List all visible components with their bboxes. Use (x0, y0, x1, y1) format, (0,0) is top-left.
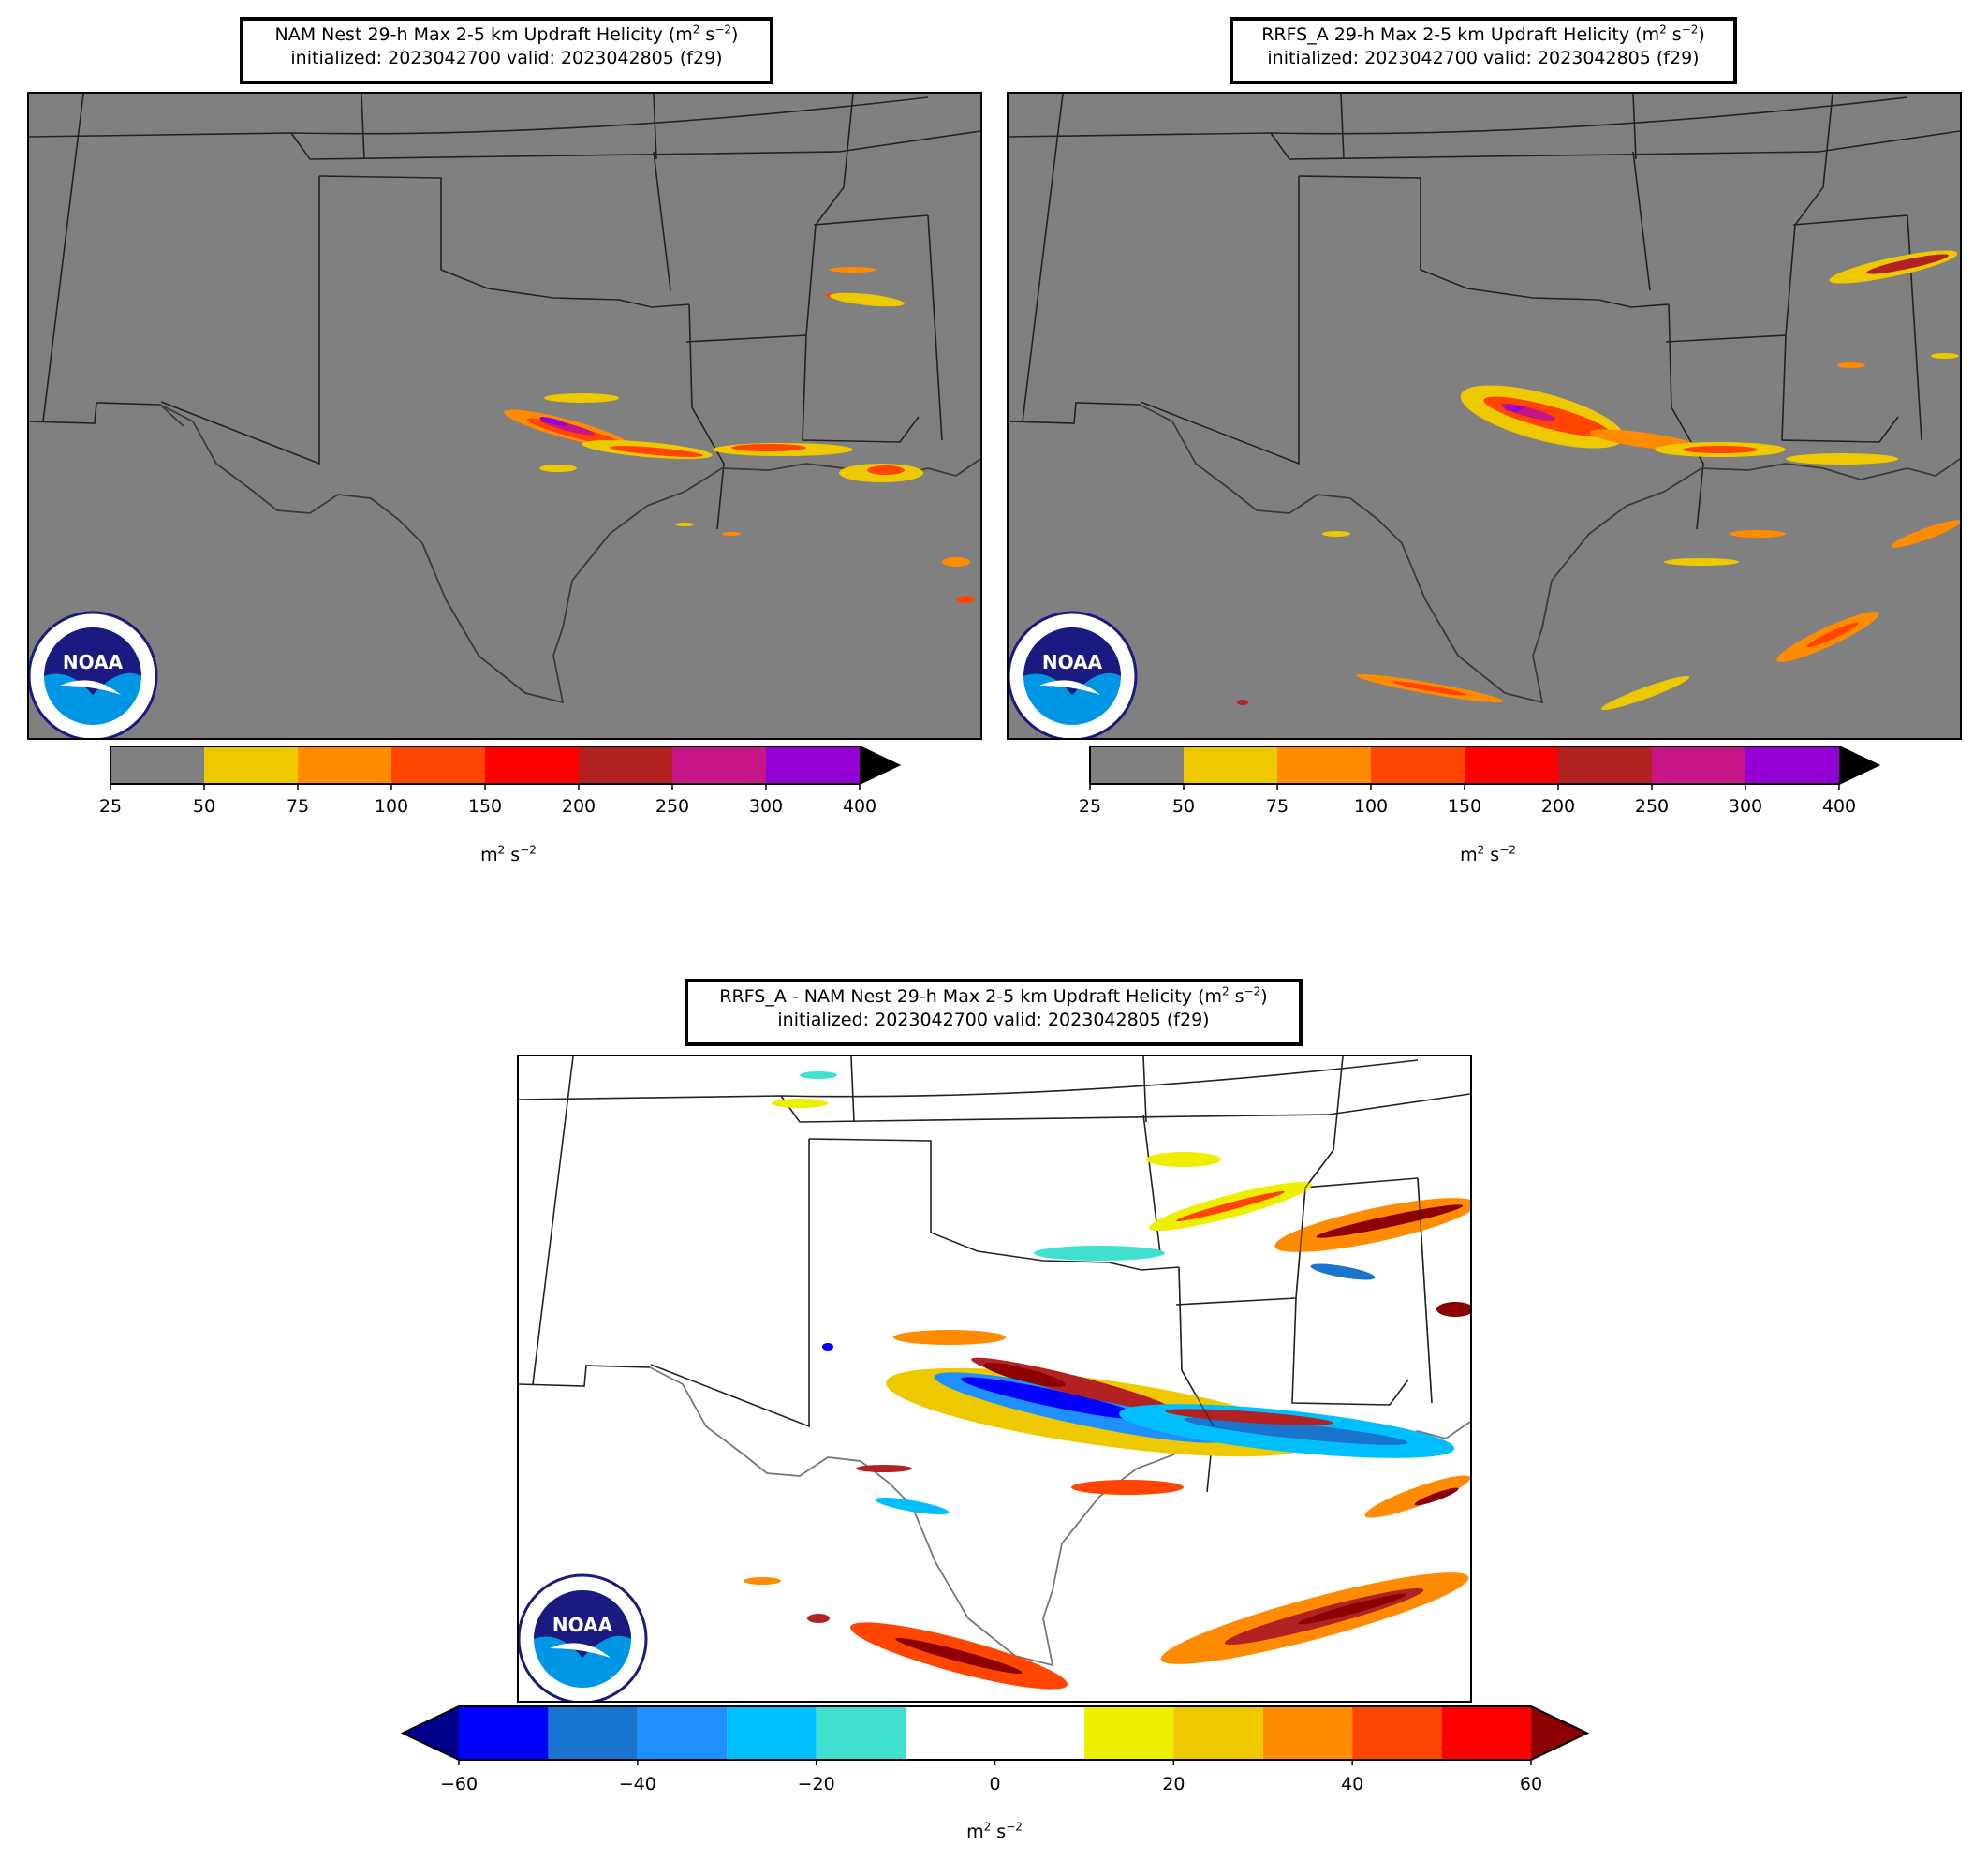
colorbar-diff-bin (994, 1706, 1084, 1760)
colorbar-diff-bin (548, 1706, 638, 1760)
colorbar-nam-bin (579, 746, 672, 784)
title-line2: initialized: 2023042700 valid: 202304280… (290, 48, 723, 68)
title-line2: initialized: 2023042700 valid: 202304280… (1267, 48, 1700, 68)
colorbar-nam-tick-label: 300 (749, 796, 783, 817)
colorbar-diff-tick-label: −20 (798, 1774, 835, 1794)
colorbar-unit-rrfs: m2 s−2 (1460, 843, 1516, 865)
colorbar-diff: −60 −40 −20 0 20 40 60 (400, 1705, 1590, 1795)
colorbar-rrfs-extend-max (1839, 746, 1878, 784)
noaa-logo-text: NOAA (63, 651, 124, 673)
colorbar-nam-tick-label: 250 (655, 796, 689, 817)
coastline (1139, 404, 1960, 704)
colorbar-rrfs-tick-label: 400 (1822, 796, 1856, 817)
map-panel-diff: NOAA (517, 1055, 1472, 1703)
colorbar-diff-bin (1441, 1706, 1531, 1760)
colorbar-rrfs-tick-label: 50 (1172, 796, 1195, 817)
colorbar-nam-tick-label: 50 (193, 796, 215, 817)
state-borders (1009, 94, 1960, 530)
colorbar-rrfs-tick-label: 100 (1354, 796, 1388, 817)
colorbar-nam-bin (672, 746, 766, 784)
colorbar-diff-extend-max (1531, 1706, 1587, 1760)
title-line1: NAM Nest 29-h Max 2-5 km Updraft Helicit… (274, 24, 693, 45)
colorbar-nam-bin (110, 746, 204, 784)
colorbar-nam-tick-label: 100 (375, 796, 408, 817)
colorbar-rrfs-bin (1745, 746, 1839, 784)
state-borders (29, 94, 980, 530)
noaa-logo: NOAA (29, 611, 158, 738)
colorbar-nam-bin (391, 746, 485, 784)
colorbar-rrfs-bin (1090, 746, 1184, 784)
colorbar-rrfs-bin (1371, 746, 1465, 784)
noaa-logo-text: NOAA (1042, 651, 1103, 673)
colorbar-rrfs: 25 50 75 100 150 200 250 300 400 (1079, 746, 1886, 831)
colorbar-rrfs-bin (1277, 746, 1371, 784)
colorbar-diff-tick-label: 60 (1520, 1774, 1542, 1794)
colorbar-rrfs-tick-label: 25 (1079, 796, 1101, 817)
colorbar-diff-bin (1262, 1706, 1353, 1760)
uh-swaths-rrfs (1237, 250, 1960, 711)
noaa-logo-text: NOAA (552, 1614, 613, 1636)
panel-title-nam: NAM Nest 29-h Max 2-5 km Updraft Helicit… (240, 17, 773, 84)
colorbar-diff-tick-label: 0 (989, 1774, 1000, 1794)
colorbar-nam-tick-label: 25 (99, 796, 122, 817)
colorbar-diff-bin (816, 1706, 906, 1760)
uh-swaths-nam (504, 267, 975, 603)
colorbar-nam-tick-label: 200 (562, 796, 596, 817)
colorbar-diff-extend-min (403, 1706, 459, 1760)
colorbar-rrfs-tick-label: 200 (1541, 796, 1575, 817)
colorbar-diff-bin (727, 1706, 817, 1760)
colorbar-diff-tick-label: −60 (440, 1774, 478, 1794)
map-rrfs-svg: NOAA (1009, 94, 1960, 738)
colorbar-nam-bin (298, 746, 391, 784)
colorbar-nam-tick-label: 150 (468, 796, 502, 817)
title-line2: initialized: 2023042700 valid: 202304280… (777, 1010, 1210, 1030)
colorbar-diff-tick-label: 20 (1162, 1774, 1185, 1794)
colorbar-diff-bin (1083, 1706, 1174, 1760)
uh-difference-field (744, 1071, 1470, 1690)
map-nam-svg: NOAA (29, 94, 980, 738)
colorbar-nam: 25 50 75 100 150 200 250 300 400 (99, 746, 906, 831)
colorbar-nam-tick-label: 400 (843, 796, 876, 817)
colorbar-diff-bin (906, 1706, 995, 1760)
colorbar-rrfs-tick-label: 250 (1635, 796, 1669, 817)
colorbar-nam-outline (110, 746, 902, 785)
colorbar-diff-tick-label: −40 (619, 1774, 656, 1794)
noaa-logo: NOAA (519, 1573, 648, 1701)
colorbar-rrfs-bin (1465, 746, 1558, 784)
colorbar-diff-tick-label: 40 (1341, 1774, 1363, 1794)
colorbar-rrfs-bin (1652, 746, 1745, 784)
colorbar-nam-tick-label: 75 (287, 796, 309, 817)
coastline (159, 404, 980, 704)
colorbar-unit-nam: m2 s−2 (480, 843, 537, 865)
colorbar-nam-bin (204, 746, 298, 784)
colorbar-diff-bin (1352, 1706, 1442, 1760)
colorbar-rrfs-outline (1089, 746, 1881, 785)
colorbar-rrfs-tick-label: 300 (1729, 796, 1762, 817)
colorbar-nam-bin (485, 746, 579, 784)
colorbar-nam-bin (766, 746, 860, 784)
colorbar-unit-diff: m2 s−2 (966, 1820, 1023, 1842)
state-borders-overlay (1178, 1149, 1433, 1427)
colorbar-rrfs-tick-label: 75 (1266, 796, 1289, 817)
colorbar-rrfs-bin (1184, 746, 1277, 784)
panel-title-rrfs: RRFS_A 29-h Max 2-5 km Updraft Helicity … (1230, 17, 1737, 84)
map-diff-svg: NOAA (519, 1056, 1470, 1701)
panel-title-diff: RRFS_A - NAM Nest 29-h Max 2-5 km Updraf… (685, 979, 1303, 1046)
map-panel-rrfs: NOAA (1007, 92, 1962, 740)
colorbar-nam-extend-max (860, 746, 899, 784)
colorbar-diff-bin (637, 1706, 728, 1760)
colorbar-diff-bin (1173, 1706, 1263, 1760)
colorbar-rrfs-tick-label: 150 (1448, 796, 1481, 817)
map-panel-nam: NOAA (27, 92, 982, 740)
colorbar-rrfs-bin (1558, 746, 1652, 784)
noaa-logo: NOAA (1009, 611, 1138, 738)
colorbar-diff-bin (459, 1706, 549, 1760)
